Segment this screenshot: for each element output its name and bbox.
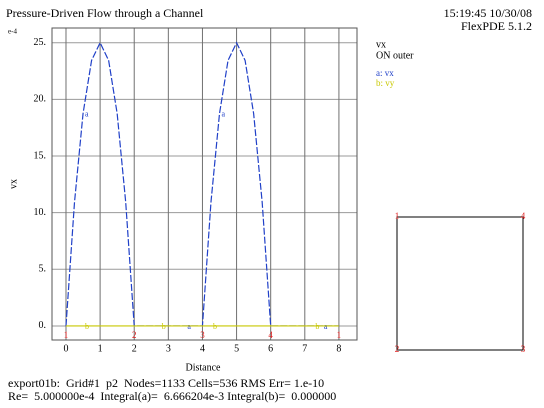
x-tick-label: 3 (166, 343, 171, 354)
chart-title: Pressure-Driven Flow through a Channel (6, 6, 204, 20)
x-tick-label: 5 (234, 343, 239, 354)
software: FlexPDE 5.1.2 (461, 19, 532, 33)
corner-label: 2 (395, 344, 400, 354)
x-tick-label: 6 (268, 343, 273, 354)
x-tick-label: 1 (98, 343, 103, 354)
y-tick-label: 25. (34, 37, 47, 48)
x-tick-label: 2 (132, 343, 137, 354)
series-marker: b (85, 322, 89, 331)
legend-entry: a: vx (376, 68, 394, 78)
boundary-label: 3 (200, 330, 205, 340)
footer-line: export01b: Grid#1 p2 Nodes=1133 Cells=53… (8, 376, 324, 390)
plot-variable: vx (376, 39, 386, 50)
plot-frame (51, 27, 358, 341)
timestamp: 15:19:45 10/30/08 (444, 6, 532, 20)
corner-label: 3 (521, 344, 526, 354)
domain-outline (396, 216, 524, 351)
y-tick-label: 20. (34, 94, 47, 105)
series-marker: a (85, 109, 89, 118)
y-axis-label: vx (8, 179, 19, 189)
boundary-label: 1 (64, 330, 69, 340)
corner-label: 4 (521, 211, 526, 221)
x-axis-label: Distance (186, 362, 222, 373)
boundary-label: 4 (268, 330, 273, 340)
footer-line: Re= 5.000000e-4 Integral(a)= 6.666204e-3… (8, 389, 336, 403)
series-marker: b (162, 322, 166, 331)
x-tick-label: 7 (302, 343, 307, 354)
y-tick-label: 0. (39, 320, 47, 331)
boundary-label: 2 (132, 330, 137, 340)
y-exponent: e-4 (8, 28, 17, 36)
corner-label: 1 (395, 211, 400, 221)
boundary-label: 1 (337, 330, 342, 340)
plot-location: ON outer (376, 50, 414, 61)
series-marker: a (222, 109, 226, 118)
y-tick-label: 10. (34, 207, 47, 218)
x-tick-label: 8 (336, 343, 341, 354)
y-tick-label: 15. (34, 150, 47, 161)
series-marker: b (315, 322, 319, 331)
y-tick-label: 5. (39, 264, 47, 275)
x-tick-label: 4 (200, 343, 205, 354)
series-marker: b (213, 322, 217, 331)
x-tick-label: 0 (63, 343, 68, 354)
legend-entry: b: vy (376, 78, 395, 88)
